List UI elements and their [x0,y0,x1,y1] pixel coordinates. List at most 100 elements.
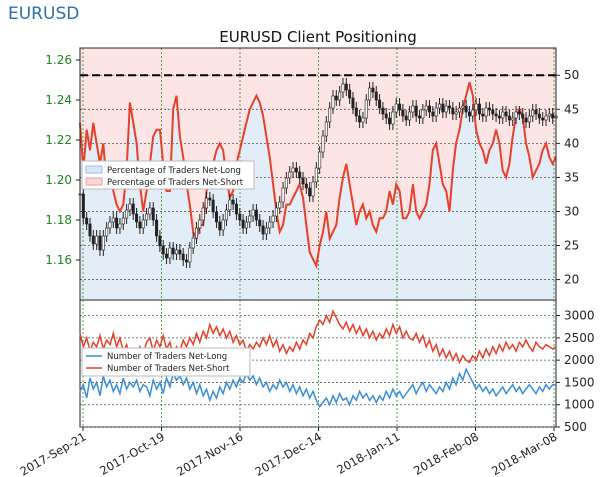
price-candle-53 [254,209,258,221]
price-candle-126 [497,115,501,119]
price-candle-122 [484,107,488,117]
price-candle-26 [165,253,169,259]
date-tick-label-5: 2018-Feb-08 [411,429,481,477]
left-tick-label-1: 1.18 [45,213,72,227]
price-candle-29 [175,249,179,255]
price-candle-140 [544,115,548,121]
price-candle-111 [447,105,451,109]
price-candle-41 [214,211,218,223]
price-candle-102 [418,115,422,119]
price-candle-100 [411,105,415,113]
price-candle-104 [424,105,428,111]
price-candle-78 [338,91,342,101]
legend-net-short-swatch [85,177,103,186]
price-candle-28 [171,247,175,255]
price-candle-80 [344,83,348,91]
price-candle-43 [221,219,225,231]
price-candle-47 [234,203,238,215]
price-candle-52 [251,209,255,217]
right-tick-label-0: 20 [564,273,579,287]
price-candle-44 [224,209,228,221]
price-candle-114 [457,107,461,113]
price-candle-116 [464,105,468,113]
date-tick-label-2: 2017-Nov-16 [174,429,245,477]
price-candle-106 [431,111,435,117]
right-tick-label-3: 35 [564,170,579,184]
price-candle-14 [125,209,129,219]
date-tick-label-4: 2018-Jan-11 [334,429,402,476]
price-candle-40 [211,199,215,213]
price-candle-37 [201,207,205,221]
price-candle-31 [181,253,185,261]
right-tick-label-4: 40 [564,136,579,150]
price-candle-1 [81,193,85,219]
price-candle-132 [517,111,521,115]
price-candle-39 [208,197,212,201]
price-candle-2 [85,217,89,225]
top-legend-box [81,160,255,190]
price-candle-89 [374,91,378,101]
price-candle-103 [421,109,425,119]
price-candle-21 [148,207,152,215]
price-candle-12 [118,223,122,229]
net-short-count-line [79,309,557,365]
price-candle-105 [428,105,432,113]
bottom-legend-box [81,347,251,377]
price-candle-10 [111,217,115,223]
price-candle-27 [168,247,172,259]
price-candle-107 [434,107,438,117]
price-candle-117 [467,111,471,117]
price-candle-46 [231,199,235,205]
price-candle-133 [521,113,525,119]
price-candle-101 [414,105,418,117]
price-candle-23 [155,219,159,237]
price-candle-56 [264,227,268,235]
price-candle-139 [541,117,545,121]
price-candle-45 [228,199,232,211]
price-candle-110 [444,105,448,113]
price-candle-30 [178,249,182,255]
legend-short-count-label: Number of Traders Net-Short [107,364,230,374]
price-candle-120 [477,103,481,115]
bottom-tick-label-4: 2500 [564,331,595,345]
price-candle-91 [381,107,385,115]
price-candle-108 [437,103,441,109]
price-candle-19 [141,219,145,229]
price-candle-71 [314,167,318,183]
price-candle-86 [364,99,368,119]
price-candle-72 [318,151,322,169]
price-candle-75 [328,107,332,123]
price-candle-95 [394,103,398,113]
price-candle-50 [244,221,248,229]
right-tick-label-5: 45 [564,102,579,116]
bottom-tick-label-5: 3000 [564,309,595,323]
left-tick-label-2: 1.20 [45,173,72,187]
price-candle-6 [98,235,102,251]
price-candle-130 [511,117,515,121]
price-candle-109 [441,103,445,113]
price-candle-11 [115,217,119,229]
price-candle-84 [358,115,362,123]
price-candle-83 [354,107,358,117]
price-candle-131 [514,111,518,119]
legend-net-long-label: Percentage of Traders Net-Long [107,166,241,176]
price-candle-22 [151,207,155,221]
price-candle-32 [185,259,189,263]
price-candle-25 [161,245,165,255]
legend-long-count-label: Number of Traders Net-Long [107,352,227,362]
legend-net-short-label: Percentage of Traders Net-Short [107,178,244,188]
price-candle-87 [368,87,372,101]
price-candle-135 [527,115,531,123]
price-candle-35 [195,227,199,239]
price-candle-48 [238,213,242,221]
price-candle-92 [384,113,388,119]
price-candle-96 [398,103,402,111]
price-candle-54 [258,219,262,227]
left-tick-label-0: 1.16 [45,253,72,267]
price-candle-119 [474,103,478,111]
right-tick-label-1: 25 [564,239,579,253]
price-candle-17 [135,213,139,223]
price-candle-9 [108,221,112,229]
price-candle-128 [504,111,508,117]
price-candle-63 [288,171,292,179]
